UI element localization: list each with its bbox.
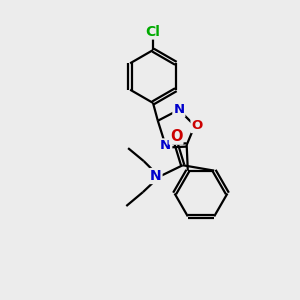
Text: N: N [160, 140, 171, 152]
Text: N: N [150, 169, 161, 183]
Text: O: O [191, 119, 203, 132]
Text: N: N [173, 103, 184, 116]
Text: Cl: Cl [146, 25, 160, 38]
Text: O: O [170, 129, 182, 144]
